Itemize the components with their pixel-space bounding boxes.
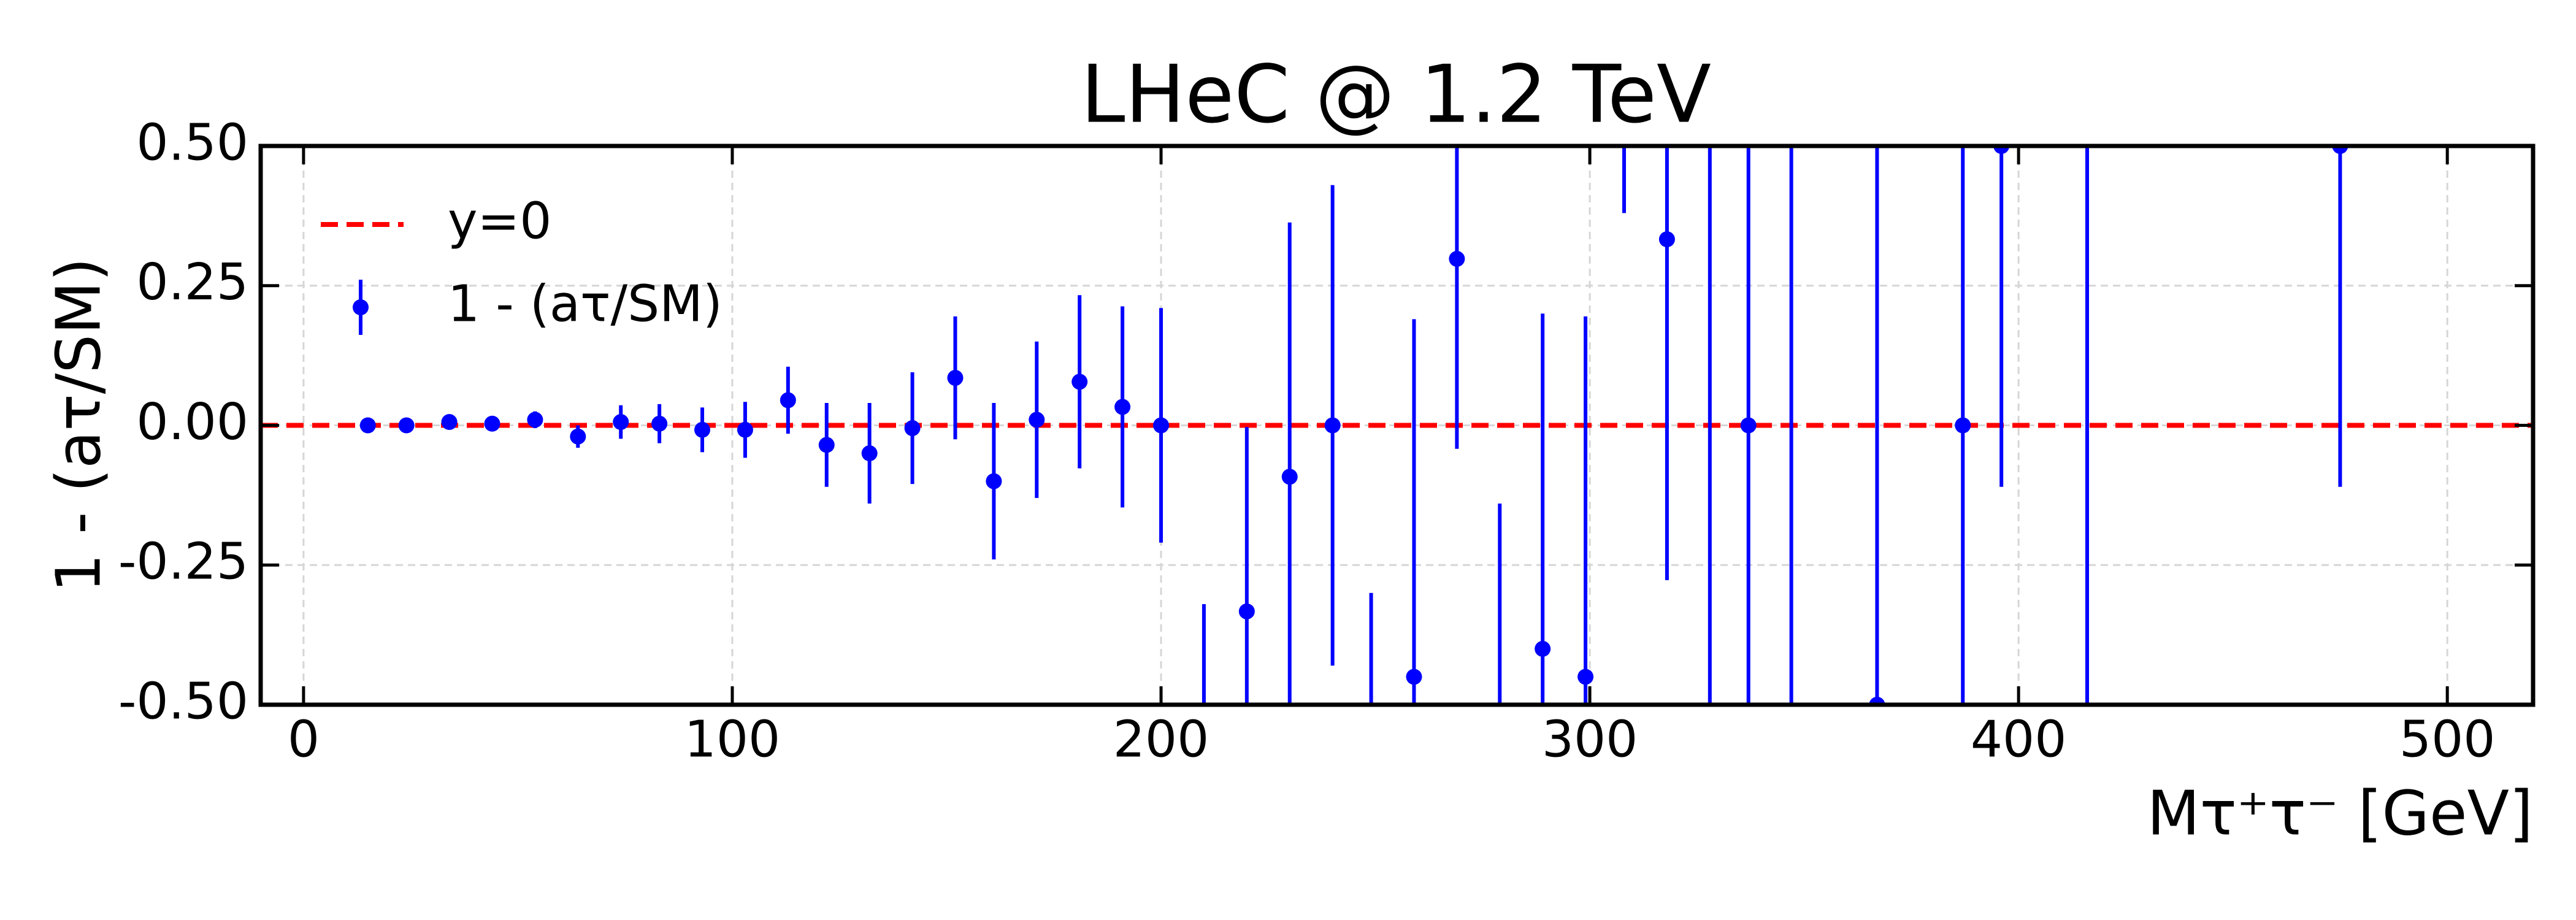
- legend-label: 1 - (aτ/SM): [448, 275, 723, 333]
- data-point: [947, 370, 964, 386]
- data-point: [1449, 251, 1465, 267]
- y-tick-label: 0.00: [136, 393, 248, 451]
- data-point: [398, 417, 415, 434]
- data-point: [986, 473, 1002, 489]
- data-point: [1114, 399, 1131, 415]
- y-axis-label: 1 - (aτ/SM): [42, 258, 114, 592]
- data-point: [1955, 417, 1971, 434]
- y-tick-label: -0.50: [118, 672, 248, 730]
- data-point: [737, 421, 753, 438]
- data-point: [1324, 417, 1341, 434]
- plot-frame: [258, 144, 2536, 707]
- data-point: [1658, 231, 1675, 248]
- data-point: [694, 421, 711, 438]
- legend-marker: [353, 299, 369, 315]
- data-point: [359, 417, 376, 434]
- x-tick-label: 100: [684, 710, 781, 769]
- x-tick-label: 0: [288, 710, 320, 769]
- chart-title: LHeC @ 1.2 TeV: [1081, 48, 1711, 141]
- data-point: [904, 420, 921, 437]
- x-axis-label: Mτ⁺τ⁻ [GeV]: [2147, 777, 2534, 849]
- data-point: [1281, 469, 1298, 485]
- data-point: [1071, 374, 1088, 390]
- data-point: [651, 415, 668, 432]
- data-point: [1406, 669, 1422, 685]
- data-point: [1238, 603, 1255, 619]
- y-tick-label: 0.25: [136, 253, 248, 312]
- data-point: [1740, 417, 1757, 434]
- y-tick-label: 0.50: [136, 113, 248, 172]
- x-tick-label: 300: [1542, 710, 1638, 769]
- plot-area: [261, 146, 2533, 705]
- x-tick-label: 400: [1971, 710, 2067, 769]
- data-point: [527, 412, 543, 428]
- data-point: [1577, 669, 1594, 685]
- data-point: [861, 445, 878, 462]
- legend-label: y=0: [448, 192, 551, 250]
- data-point: [1535, 640, 1551, 657]
- data-point: [1029, 412, 1045, 428]
- x-tick-label: 500: [2399, 710, 2496, 769]
- data-point: [613, 414, 629, 431]
- data-point: [818, 437, 835, 453]
- data-point: [484, 415, 500, 432]
- data-point: [570, 428, 586, 445]
- data-point: [780, 392, 796, 408]
- y-tick-label: -0.25: [118, 533, 248, 591]
- legend: y=0 1 - (aτ/SM): [321, 192, 723, 335]
- data-point: [1153, 417, 1170, 434]
- data-point: [441, 414, 458, 431]
- x-tick-label: 200: [1113, 710, 1209, 769]
